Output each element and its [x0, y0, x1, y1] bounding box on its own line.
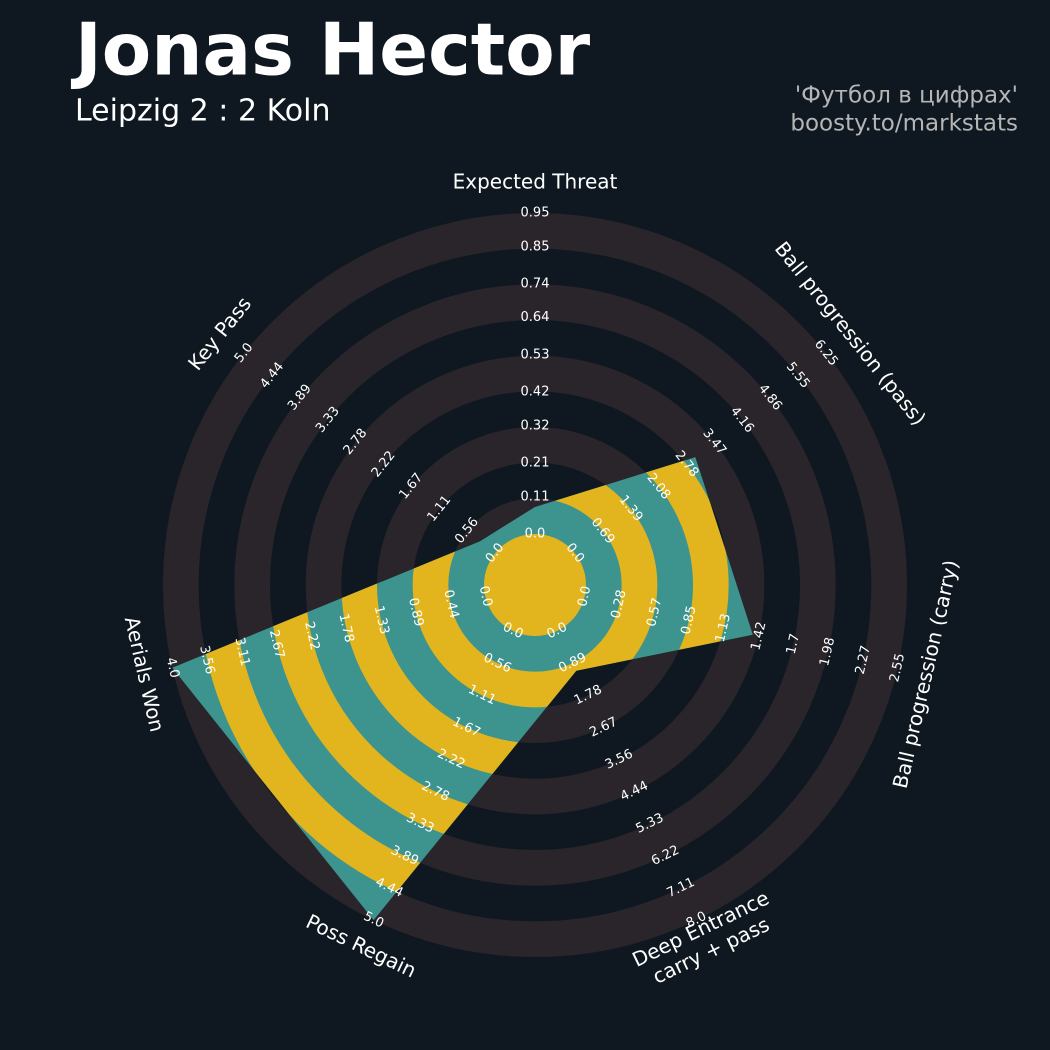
tick-label: 1.42	[748, 620, 769, 652]
tick-label: 4.0	[163, 656, 182, 680]
tick-label: 3.11	[231, 636, 252, 668]
tick-label: 1.7	[784, 632, 803, 656]
background-rings	[162, 212, 908, 958]
tick-label: 0.95	[521, 206, 550, 221]
ring	[162, 212, 908, 958]
tick-label: 1.78	[335, 612, 356, 644]
tick-label: 3.56	[196, 644, 217, 676]
credit: boosty.to/markstats	[790, 111, 1018, 137]
tick-label: 0.53	[521, 347, 550, 362]
tick-label: 0.11	[521, 489, 550, 504]
tick-label: 0.32	[521, 418, 550, 433]
ring	[305, 355, 765, 815]
tick-label: 2.27	[853, 644, 874, 676]
tick-label: 0.44	[440, 588, 461, 620]
tick-label: 0.28	[609, 588, 630, 620]
category-label: Expected Threat	[453, 170, 618, 194]
tick-label: 0.64	[521, 310, 550, 325]
tick-label: 1.98	[817, 636, 838, 668]
tick-label: 2.22	[301, 620, 322, 652]
tick-label: 1.13	[713, 612, 734, 644]
chart-subtitle: Leipzig 2 : 2 Koln	[75, 94, 330, 129]
tick-label: 0.0	[575, 585, 594, 609]
tick-label: 0.89	[405, 596, 426, 628]
tick-label: 2.67	[266, 628, 287, 660]
credit: 'Футбол в цифрах'	[795, 83, 1018, 109]
tick-label: 0.42	[521, 385, 550, 400]
chart-title: Jonas Hector	[70, 8, 591, 92]
ring	[234, 284, 836, 886]
tick-label: 2.55	[887, 652, 908, 684]
tick-label: 0.21	[521, 456, 550, 471]
tick-label: 0.74	[521, 276, 550, 291]
tick-label: 0.0	[476, 585, 495, 609]
tick-label: 0.57	[644, 597, 665, 629]
tick-label: 0.85	[679, 604, 700, 636]
tick-label: 0.85	[521, 239, 550, 254]
category-label: Aerials Won	[120, 614, 170, 734]
center-circle	[484, 534, 586, 636]
tick-label: 1.33	[371, 604, 392, 636]
tick-label: 0.0	[525, 527, 546, 542]
